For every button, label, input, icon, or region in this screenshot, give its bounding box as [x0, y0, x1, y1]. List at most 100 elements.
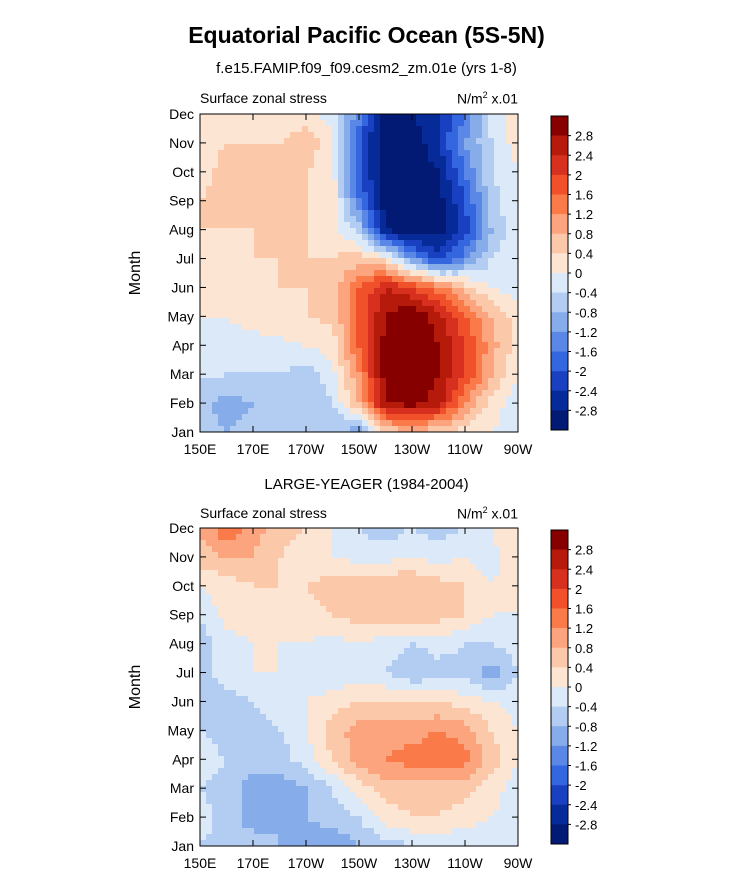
heatmap-cell — [212, 258, 219, 265]
heatmap-cell — [368, 654, 375, 661]
heatmap-cell — [434, 234, 441, 241]
heatmap-cell — [206, 342, 213, 349]
heatmap-cell — [230, 198, 237, 205]
heatmap-cell — [380, 636, 387, 643]
heatmap-cell — [218, 648, 225, 655]
heatmap-cell — [218, 234, 225, 241]
heatmap-cell — [410, 138, 417, 145]
heatmap-cell — [290, 228, 297, 235]
heatmap-cell — [326, 240, 333, 247]
heatmap-cell — [422, 750, 429, 757]
heatmap-cell — [374, 396, 381, 403]
heatmap-cell — [392, 228, 399, 235]
heatmap-cell — [392, 624, 399, 631]
heatmap-cell — [476, 564, 483, 571]
heatmap-cell — [278, 336, 285, 343]
heatmap-cell — [278, 714, 285, 721]
heatmap-cell — [380, 114, 387, 121]
heatmap-cell — [398, 660, 405, 667]
heatmap-cell — [332, 546, 339, 553]
heatmap-cell — [314, 528, 321, 535]
heatmap-cell — [488, 306, 495, 313]
heatmap-cell — [236, 558, 243, 565]
heatmap-cell — [260, 270, 267, 277]
heatmap-cell — [416, 270, 423, 277]
heatmap-cell — [428, 618, 435, 625]
heatmap-cell — [506, 120, 513, 127]
heatmap-cell — [494, 264, 501, 271]
heatmap-cell — [344, 204, 351, 211]
heatmap-cell — [464, 222, 471, 229]
heatmap-cell — [470, 324, 477, 331]
heatmap-cell — [464, 426, 471, 433]
heatmap-cell — [386, 270, 393, 277]
heatmap-cell — [374, 390, 381, 397]
heatmap-cell — [350, 726, 357, 733]
heatmap-cell — [332, 708, 339, 715]
heatmap-cell — [476, 300, 483, 307]
heatmap-cell — [242, 636, 249, 643]
heatmap-cell — [272, 354, 279, 361]
heatmap-cell — [350, 420, 357, 427]
heatmap-cell — [260, 312, 267, 319]
heatmap-cell — [410, 390, 417, 397]
colorbar-label: -2 — [575, 364, 587, 379]
heatmap-cell — [350, 354, 357, 361]
heatmap-cell — [230, 354, 237, 361]
heatmap-cell — [260, 282, 267, 289]
heatmap-cell — [308, 360, 315, 367]
heatmap-cell — [314, 354, 321, 361]
heatmap-cell — [302, 258, 309, 265]
heatmap-cell — [380, 726, 387, 733]
heatmap-cell — [506, 132, 513, 139]
colorbar-segment — [551, 292, 568, 313]
heatmap-cell — [224, 426, 231, 433]
heatmap-cell — [464, 138, 471, 145]
heatmap-cell — [386, 360, 393, 367]
heatmap-cell — [386, 390, 393, 397]
heatmap-cell — [248, 666, 255, 673]
heatmap-cell — [218, 612, 225, 619]
heatmap-cell — [488, 396, 495, 403]
heatmap-cell — [278, 372, 285, 379]
heatmap-cell — [380, 402, 387, 409]
heatmap-cell — [290, 708, 297, 715]
heatmap-cell — [230, 336, 237, 343]
heatmap-cell — [296, 726, 303, 733]
heatmap-cell — [386, 348, 393, 355]
heatmap-cell — [506, 660, 513, 667]
heatmap-cell — [212, 618, 219, 625]
heatmap-cell — [374, 150, 381, 157]
heatmap-cell — [440, 726, 447, 733]
heatmap-cell — [338, 360, 345, 367]
heatmap-cell — [446, 192, 453, 199]
heatmap-cell — [266, 426, 273, 433]
heatmap-cell — [398, 348, 405, 355]
heatmap-cell — [290, 222, 297, 229]
heatmap-cell — [428, 216, 435, 223]
heatmap-cell — [410, 714, 417, 721]
heatmap-cell — [488, 186, 495, 193]
heatmap-cell — [320, 630, 327, 637]
heatmap-cell — [200, 372, 207, 379]
heatmap-cell — [428, 576, 435, 583]
heatmap-cell — [446, 318, 453, 325]
heatmap-cell — [398, 600, 405, 607]
heatmap-cell — [398, 396, 405, 403]
heatmap-cell — [362, 582, 369, 589]
heatmap-cell — [374, 612, 381, 619]
heatmap-cell — [290, 600, 297, 607]
heatmap-cell — [212, 426, 219, 433]
heatmap-cell — [404, 576, 411, 583]
heatmap-cell — [362, 126, 369, 133]
colorbar-label: -1.6 — [575, 345, 597, 360]
heatmap-cell — [500, 672, 507, 679]
heatmap-cell — [206, 282, 213, 289]
heatmap-cell — [422, 642, 429, 649]
heatmap-cell — [416, 144, 423, 151]
heatmap-cell — [260, 696, 267, 703]
heatmap-cell — [284, 228, 291, 235]
heatmap-cell — [206, 666, 213, 673]
heatmap-cell — [290, 114, 297, 121]
heatmap-cell — [278, 732, 285, 739]
